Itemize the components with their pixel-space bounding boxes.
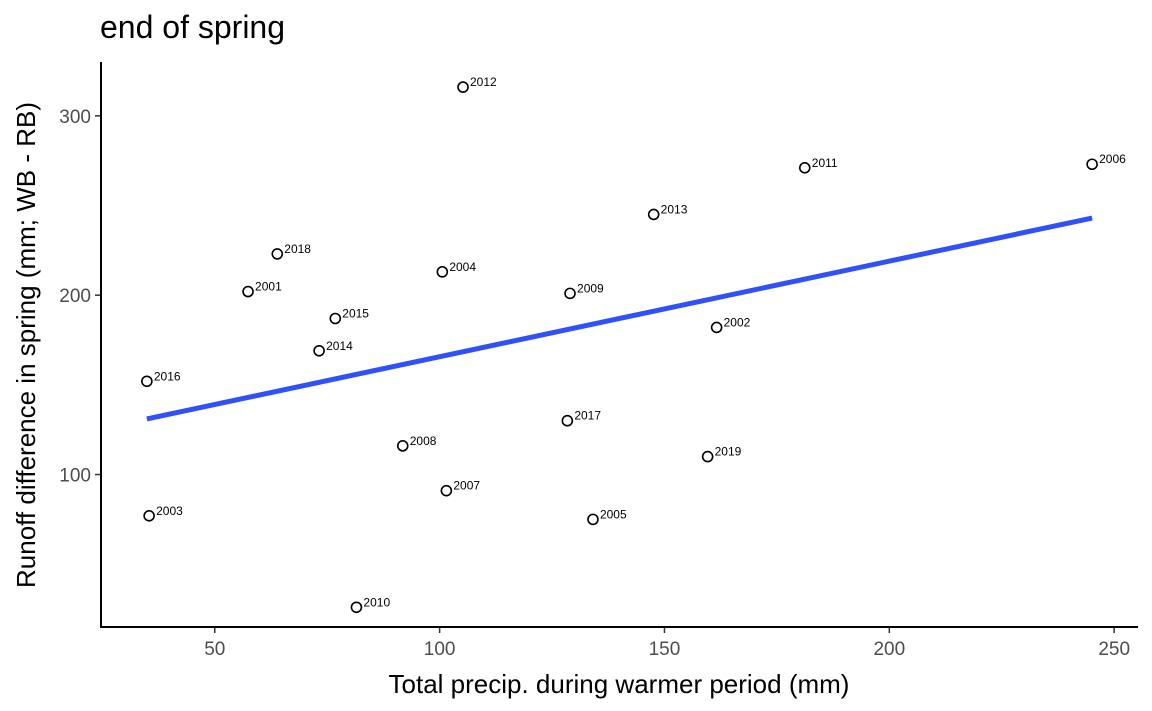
data-point-2015 <box>329 312 342 325</box>
data-point-2006 <box>1086 158 1098 171</box>
x-tick-label: 250 <box>1098 639 1130 660</box>
point-label-2006: 2006 <box>1099 152 1126 166</box>
point-label-2010: 2010 <box>363 595 390 609</box>
point-label-2005: 2005 <box>600 507 627 521</box>
point-label-2001: 2001 <box>255 280 282 294</box>
x-axis-title: Total precip. during warmer period (mm) <box>389 669 850 699</box>
point-label-2012: 2012 <box>470 75 497 89</box>
data-point-2010 <box>350 601 363 614</box>
data-point-2012 <box>457 81 469 93</box>
data-point-2014 <box>313 344 325 357</box>
y-axis-title: Runoff difference in spring (mm; WB - RB… <box>11 102 41 588</box>
data-point-2007 <box>440 484 453 497</box>
data-point-2004 <box>436 266 449 278</box>
point-label-2016: 2016 <box>154 369 181 383</box>
x-tick-label: 100 <box>424 639 456 660</box>
point-label-2019: 2019 <box>715 445 742 459</box>
data-point-2018 <box>271 248 284 260</box>
point-label-2011: 2011 <box>812 156 838 170</box>
point-label-2007: 2007 <box>453 479 480 493</box>
y-tick-label: 100 <box>59 466 91 487</box>
x-axis-ticks: 50 100 150 200 250 <box>204 627 1130 660</box>
data-point-2013 <box>647 208 660 221</box>
trend-layer <box>146 215 1093 422</box>
point-label-2013: 2013 <box>661 202 688 216</box>
point-label-2008: 2008 <box>410 434 437 448</box>
data-point-2003 <box>143 509 155 522</box>
data-point-2009 <box>564 287 576 300</box>
y-axis-ticks: 100 200 300 <box>59 107 101 487</box>
y-tick-label: 300 <box>59 107 91 128</box>
chart-title: end of spring <box>100 9 285 45</box>
points-layer: 2012 2011 2006 2013 2018 2004 2001 2009 2015 2002… <box>141 75 1126 614</box>
data-point-2017 <box>561 414 574 427</box>
point-label-2002: 2002 <box>724 315 751 329</box>
data-point-2001 <box>242 285 254 298</box>
x-tick-label: 200 <box>873 639 905 660</box>
trend-line <box>146 215 1093 422</box>
point-label-2003: 2003 <box>156 504 183 518</box>
data-point-2011 <box>798 162 811 174</box>
x-tick-label: 150 <box>649 639 681 660</box>
data-point-2019 <box>701 450 714 463</box>
y-tick-label: 200 <box>59 286 91 307</box>
point-label-2004: 2004 <box>449 260 476 274</box>
point-label-2009: 2009 <box>577 281 604 295</box>
data-point-2016 <box>141 375 153 388</box>
x-tick-label: 50 <box>204 639 225 660</box>
point-label-2018: 2018 <box>284 242 311 256</box>
point-label-2014: 2014 <box>326 339 353 353</box>
point-label-2015: 2015 <box>342 306 369 320</box>
data-point-2002 <box>710 321 723 334</box>
point-label-2017: 2017 <box>574 409 601 423</box>
data-point-2005 <box>587 513 599 526</box>
data-point-2008 <box>396 440 409 452</box>
